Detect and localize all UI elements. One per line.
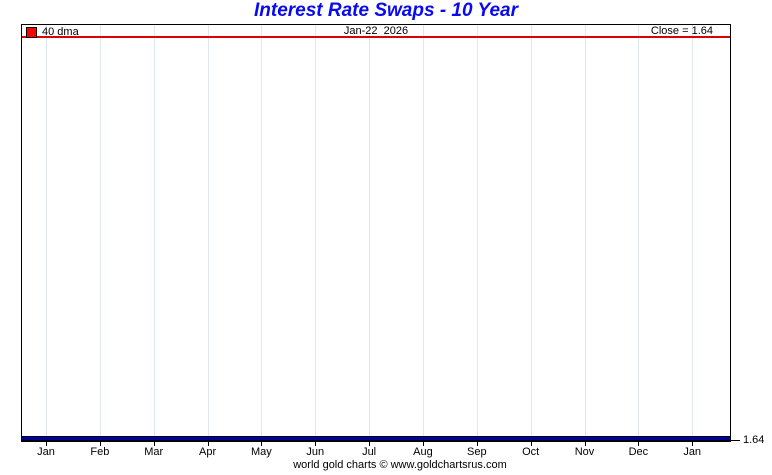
gridline [99, 25, 101, 441]
gridline [530, 25, 532, 441]
gridline [261, 25, 263, 441]
x-axis-label: Jan [683, 446, 702, 458]
y-axis-value-label: 1.64 [743, 434, 765, 446]
x-axis-tick [46, 441, 47, 446]
x-axis-tick [261, 441, 263, 446]
header-rule-line [22, 36, 730, 38]
chart-title: Interest Rate Swaps - 10 Year [253, 0, 518, 21]
x-axis-label: Mar [144, 446, 164, 458]
legend: 40 dma [26, 26, 79, 38]
x-axis-label: Apr [198, 446, 217, 458]
x-axis-tick [153, 441, 155, 446]
gridline [476, 25, 478, 441]
x-axis-label: Aug [413, 446, 433, 458]
date-label: Jan-22 2026 [343, 25, 409, 37]
x-axis-label: Feb [90, 446, 110, 458]
x-axis-tick [476, 441, 478, 446]
x-axis-tick [584, 441, 586, 446]
data-line-40dma [22, 436, 730, 441]
y-axis-tick [731, 440, 740, 441]
x-axis-tick [315, 441, 317, 446]
legend-label: 40 dma [42, 26, 79, 38]
x-axis-label: Oct [522, 446, 540, 458]
close-value-label: Close = 1.64 [650, 25, 713, 37]
gridline [369, 25, 371, 441]
x-axis-label: Dec [628, 446, 649, 458]
x-axis-tick [369, 441, 371, 446]
gridline [638, 25, 640, 441]
gridline [153, 25, 155, 441]
x-axis-tick [422, 441, 424, 446]
chart-footer-credit: world gold charts © www.goldchartsrus.co… [293, 459, 507, 471]
gridline [207, 25, 209, 441]
gridline [584, 25, 586, 441]
gridline [46, 25, 47, 441]
gridline [315, 25, 317, 441]
gridline [422, 25, 424, 441]
legend-swatch-icon [26, 26, 37, 38]
x-axis-tick [692, 441, 694, 446]
x-axis-label: May [251, 446, 272, 458]
x-axis-label: Sep [467, 446, 487, 458]
x-axis-label: Jan [37, 446, 55, 458]
x-axis-label: Jul [362, 446, 377, 458]
x-axis-label: Nov [574, 446, 595, 458]
x-axis-tick [530, 441, 532, 446]
x-axis-tick [207, 441, 209, 446]
plot-area: 40 dma Jan-22 2026 Close = 1.64 [21, 24, 731, 442]
x-axis-tick [638, 441, 640, 446]
x-axis-label: Jun [306, 446, 325, 458]
gridline [692, 25, 694, 441]
x-axis-tick [99, 441, 101, 446]
